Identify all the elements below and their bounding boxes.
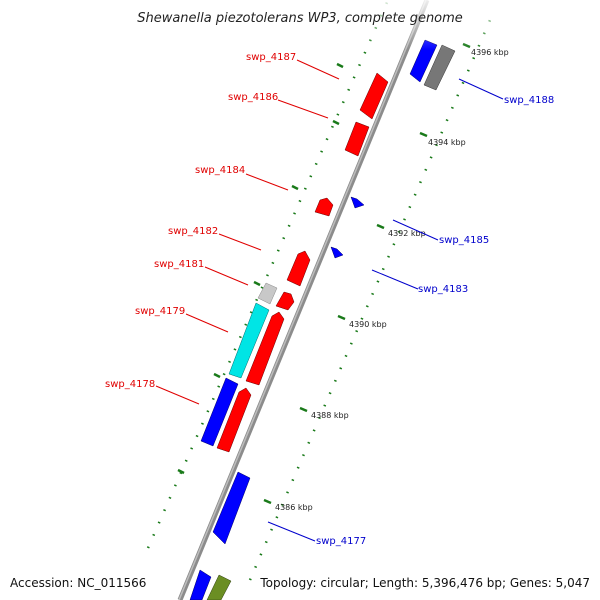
tick-mark: [263, 498, 272, 505]
genome-backbone: [177, 0, 430, 600]
leader-line: [296, 59, 340, 80]
reverse-leaders: [267, 78, 504, 542]
gene-label-swp_4179[interactable]: swp_4179: [135, 306, 185, 317]
gene-swp_4179-cyan[interactable]: [228, 302, 270, 379]
tick-mark: [291, 184, 299, 191]
gene-gray-4180[interactable]: [257, 282, 278, 305]
tick-label: 4388 kbp: [311, 411, 349, 420]
gene-label-swp_4178[interactable]: swp_4178: [105, 379, 155, 390]
tick-mark: [253, 280, 261, 287]
genome-title: Shewanella piezotolerans WP3, complete g…: [137, 11, 463, 26]
gene-label-swp_4185[interactable]: swp_4185: [439, 235, 489, 246]
tick-label: 4390 kbp: [349, 320, 387, 329]
gene-label-swp_4182[interactable]: swp_4182: [168, 226, 218, 237]
gene-label-swp_4188[interactable]: swp_4188: [504, 95, 554, 106]
genome-backbone-highlight: [178, 0, 427, 600]
tick-mark: [213, 372, 221, 379]
tick-mark: [299, 406, 308, 413]
leader-line: [267, 521, 316, 542]
tick-label: 4392 kbp: [388, 229, 426, 238]
gene-swp_4185[interactable]: [350, 196, 365, 209]
gene-label-swp_4177[interactable]: swp_4177: [316, 536, 366, 547]
gene-swp_4177[interactable]: [212, 471, 251, 545]
tick-mark: [376, 223, 385, 230]
leader-line: [277, 99, 329, 119]
leader-line: [245, 173, 289, 191]
leader-line: [218, 233, 262, 251]
gene-label-swp_4184[interactable]: swp_4184: [195, 165, 245, 176]
accession-text: Accession: NC_011566: [10, 576, 147, 590]
topology-text: Topology: circular; Length: 5,396,476 bp…: [260, 576, 590, 590]
gene-swp_4187[interactable]: [359, 72, 389, 120]
gene-label-swp_4186[interactable]: swp_4186: [228, 92, 278, 103]
forward-leaders: [155, 59, 340, 405]
inner-dotted-guide: [146, 0, 390, 549]
leader-line: [371, 269, 419, 290]
leader-line: [458, 78, 504, 100]
gene-label-swp_4187[interactable]: swp_4187: [246, 52, 296, 63]
gene-label-swp_4181[interactable]: swp_4181: [154, 259, 204, 270]
gene-swp_4182[interactable]: [286, 250, 311, 287]
gene-swp_4178[interactable]: [216, 387, 252, 453]
leader-line: [392, 219, 439, 241]
leader-line: [155, 385, 200, 405]
gene-olive-bottom[interactable]: [206, 574, 232, 600]
tick-label: 4386 kbp: [275, 503, 313, 512]
tick-mark: [336, 62, 344, 69]
gene-swp_4186[interactable]: [344, 121, 370, 157]
inner-tick-marks: [177, 62, 344, 475]
tick-label: 4396 kbp: [471, 48, 509, 57]
gene-swp_4181[interactable]: [275, 291, 295, 311]
tick-mark: [337, 314, 346, 321]
tick-label: 4394 kbp: [428, 138, 466, 147]
gene-swp_4184[interactable]: [314, 197, 334, 217]
tick-mark: [332, 119, 340, 126]
gene-label-swp_4183[interactable]: swp_4183: [418, 284, 468, 295]
leader-line: [204, 266, 249, 286]
top-fade: [300, 0, 500, 50]
leader-line: [185, 313, 229, 333]
tick-mark: [419, 131, 428, 138]
gene-blue-bottom[interactable]: [189, 569, 212, 600]
tick-mark: [177, 468, 185, 475]
gene-swp_4179[interactable]: [245, 311, 285, 386]
gene-blue-4178-left[interactable]: [200, 377, 239, 447]
gene-swp_4183[interactable]: [330, 246, 344, 259]
